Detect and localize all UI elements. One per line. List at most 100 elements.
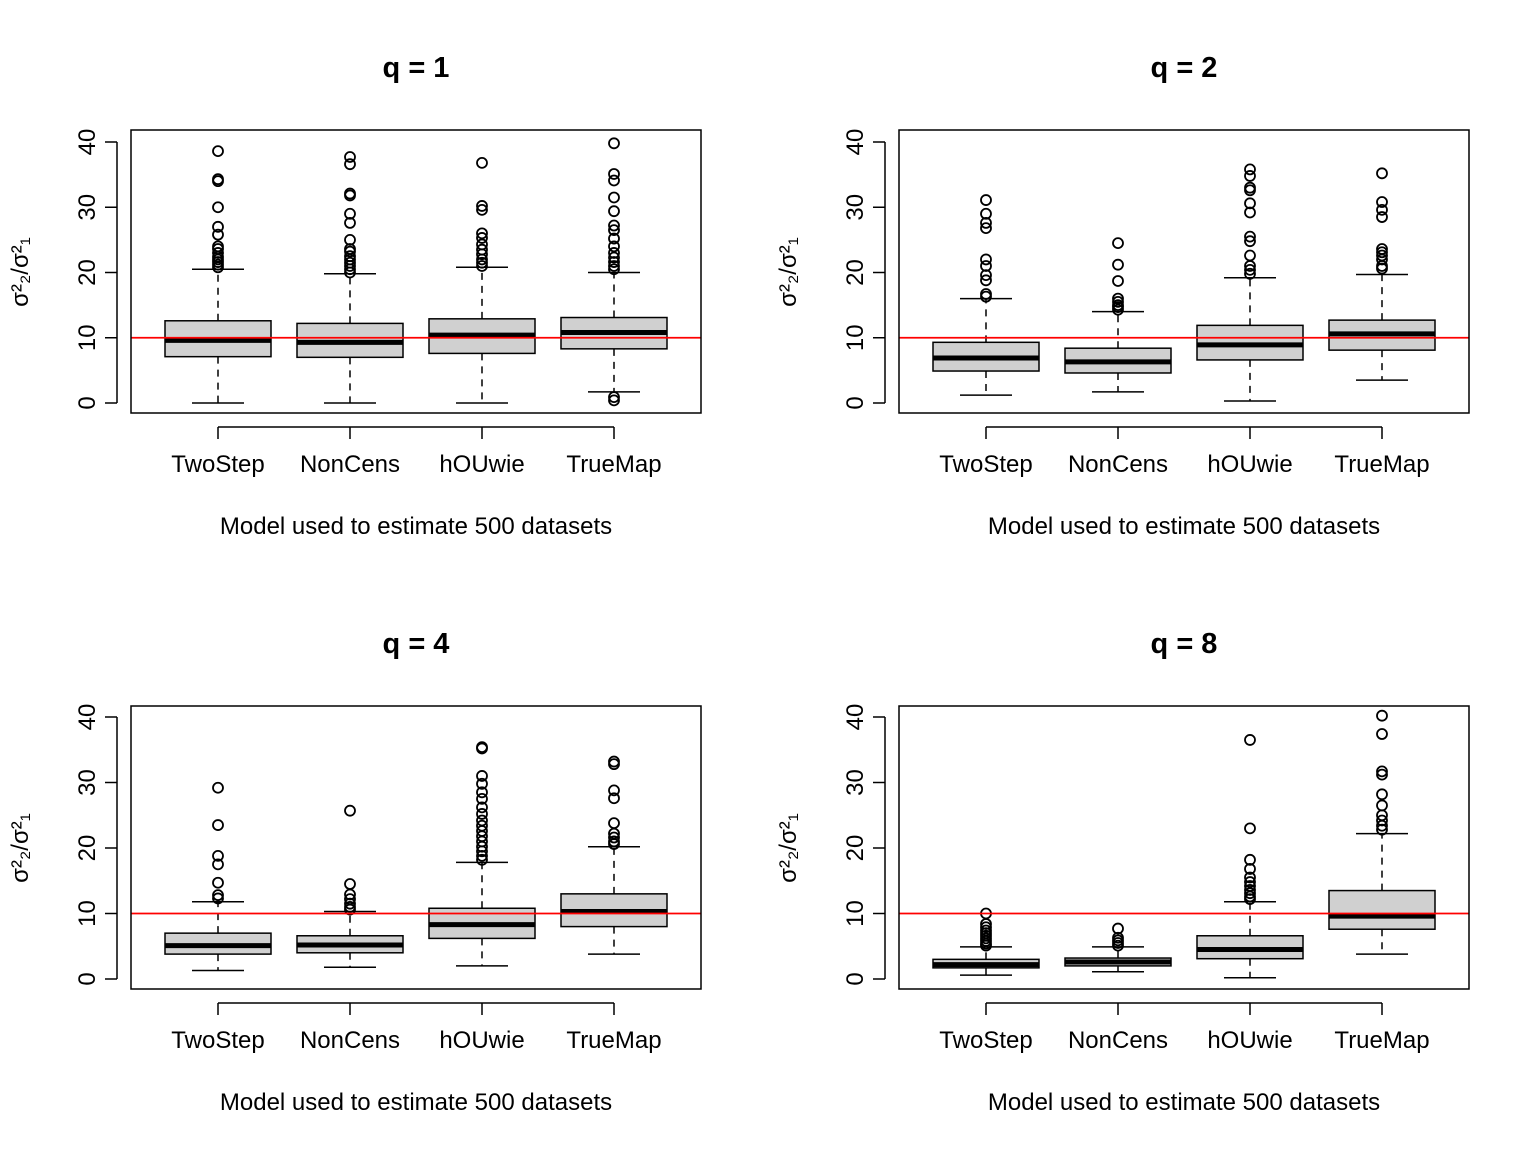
outlier-point <box>476 260 488 272</box>
x-tick-label: NonCens <box>1068 1027 1168 1054</box>
chart-panel: q = 2 σ²₂/σ²₁ Model used to estimate 500 d… <box>775 52 1470 540</box>
box-plot <box>932 194 1040 396</box>
outlier-point <box>608 174 620 187</box>
chart-title: q = 1 <box>383 52 450 84</box>
y-tick-label: 10 <box>74 324 101 351</box>
outlier-point <box>344 187 356 200</box>
x-tick-label: NonCens <box>1068 451 1168 478</box>
outlier-point <box>608 168 620 180</box>
outlier-point <box>476 777 488 790</box>
x-tick-label: NonCens <box>300 451 400 478</box>
outlier-point <box>608 224 620 236</box>
x-tick-label: hOUwie <box>439 451 524 478</box>
y-tick-label: 30 <box>74 769 101 796</box>
box-plot <box>1064 237 1172 393</box>
outlier-point <box>476 770 488 782</box>
outlier-point <box>1244 235 1256 248</box>
outlier-point <box>212 201 224 214</box>
outlier-point <box>1244 267 1256 280</box>
outlier-point <box>212 892 224 905</box>
chart-panel: q = 8 σ²₂/σ²₁ Model used to estimate 500 d… <box>775 628 1470 1116</box>
y-axis-label: σ²₂/σ²₁ <box>7 237 34 307</box>
y-tick-label: 10 <box>842 324 869 351</box>
outlier-point <box>1244 249 1256 262</box>
outlier-point <box>344 250 356 263</box>
outlier-point <box>608 263 620 276</box>
outlier-point <box>1244 163 1256 176</box>
outlier-point <box>344 804 356 817</box>
outlier-point <box>1376 709 1388 722</box>
chart-title: q = 8 <box>1151 628 1218 660</box>
outlier-point <box>476 801 488 814</box>
y-tick-label: 40 <box>842 129 869 156</box>
x-tick-label: TwoStep <box>171 451 264 478</box>
outlier-point <box>1244 853 1256 866</box>
outlier-point <box>608 191 620 204</box>
outlier-point <box>1112 922 1124 935</box>
outlier-point <box>476 808 488 820</box>
outlier-point <box>1244 181 1256 194</box>
outlier-point <box>1244 263 1256 276</box>
x-axis-label: Model used to estimate 500 datasets <box>220 513 612 540</box>
x-tick-label: NonCens <box>300 1027 400 1054</box>
outlier-point <box>1244 880 1256 892</box>
y-tick-label: 20 <box>74 259 101 286</box>
y-tick-label: 10 <box>74 900 101 927</box>
outlier-point <box>344 158 356 171</box>
x-tick-label: TrueMap <box>1334 1027 1429 1054</box>
outlier-point <box>212 228 224 241</box>
outlier-point <box>1244 887 1256 900</box>
outlier-point <box>980 924 992 937</box>
y-tick-label: 20 <box>74 835 101 862</box>
box-plot <box>164 781 272 972</box>
outlier-point <box>1376 728 1388 740</box>
y-tick-label: 0 <box>74 396 101 409</box>
y-axis-label: σ²₂/σ²₁ <box>775 237 802 307</box>
y-axis-label: σ²₂/σ²₁ <box>7 813 34 883</box>
x-tick-label: TrueMap <box>566 1027 661 1054</box>
box-plot <box>428 741 536 967</box>
box-plot <box>1064 922 1172 973</box>
outlier-point <box>1244 871 1256 884</box>
y-axis-label: σ²₂/σ²₁ <box>775 813 802 883</box>
outlier-point <box>608 755 620 768</box>
x-tick-label: TrueMap <box>566 451 661 478</box>
box-plot <box>1196 163 1304 402</box>
outlier-point <box>1376 203 1388 216</box>
outlier-point <box>1244 170 1256 182</box>
outlier-point <box>212 876 224 889</box>
outlier-point <box>476 238 488 251</box>
outlier-point <box>1376 167 1388 180</box>
outlier-point <box>980 288 992 300</box>
outlier-point <box>608 391 620 404</box>
outlier-point <box>476 243 488 256</box>
outlier-point <box>212 240 224 253</box>
outlier-point <box>980 222 992 235</box>
outlier-point <box>344 893 356 905</box>
outlier-point <box>212 858 224 871</box>
outlier-point <box>212 849 224 862</box>
x-tick-label: hOUwie <box>1207 451 1292 478</box>
x-tick-label: TwoStep <box>939 451 1032 478</box>
plot-frame <box>898 705 1470 990</box>
outlier-point <box>476 741 488 754</box>
box-iqr <box>1328 889 1436 930</box>
y-tick-label: 30 <box>842 194 869 221</box>
outlier-point <box>1376 765 1388 778</box>
outlier-point <box>476 853 488 866</box>
outlier-point <box>608 240 620 253</box>
outlier-point <box>608 205 620 218</box>
outlier-point <box>344 233 356 246</box>
outlier-point <box>608 835 620 848</box>
x-axis-label: Model used to estimate 500 datasets <box>988 1089 1380 1116</box>
outlier-point <box>1376 788 1388 801</box>
outlier-point <box>1112 299 1124 312</box>
outlier-point <box>608 251 620 264</box>
outlier-point <box>608 219 620 232</box>
outlier-point <box>476 203 488 216</box>
y-tick-label: 0 <box>74 972 101 985</box>
outlier-point <box>1112 258 1124 271</box>
outlier-point <box>608 137 620 150</box>
outlier-point <box>476 792 488 805</box>
y-tick-label: 40 <box>842 704 869 731</box>
